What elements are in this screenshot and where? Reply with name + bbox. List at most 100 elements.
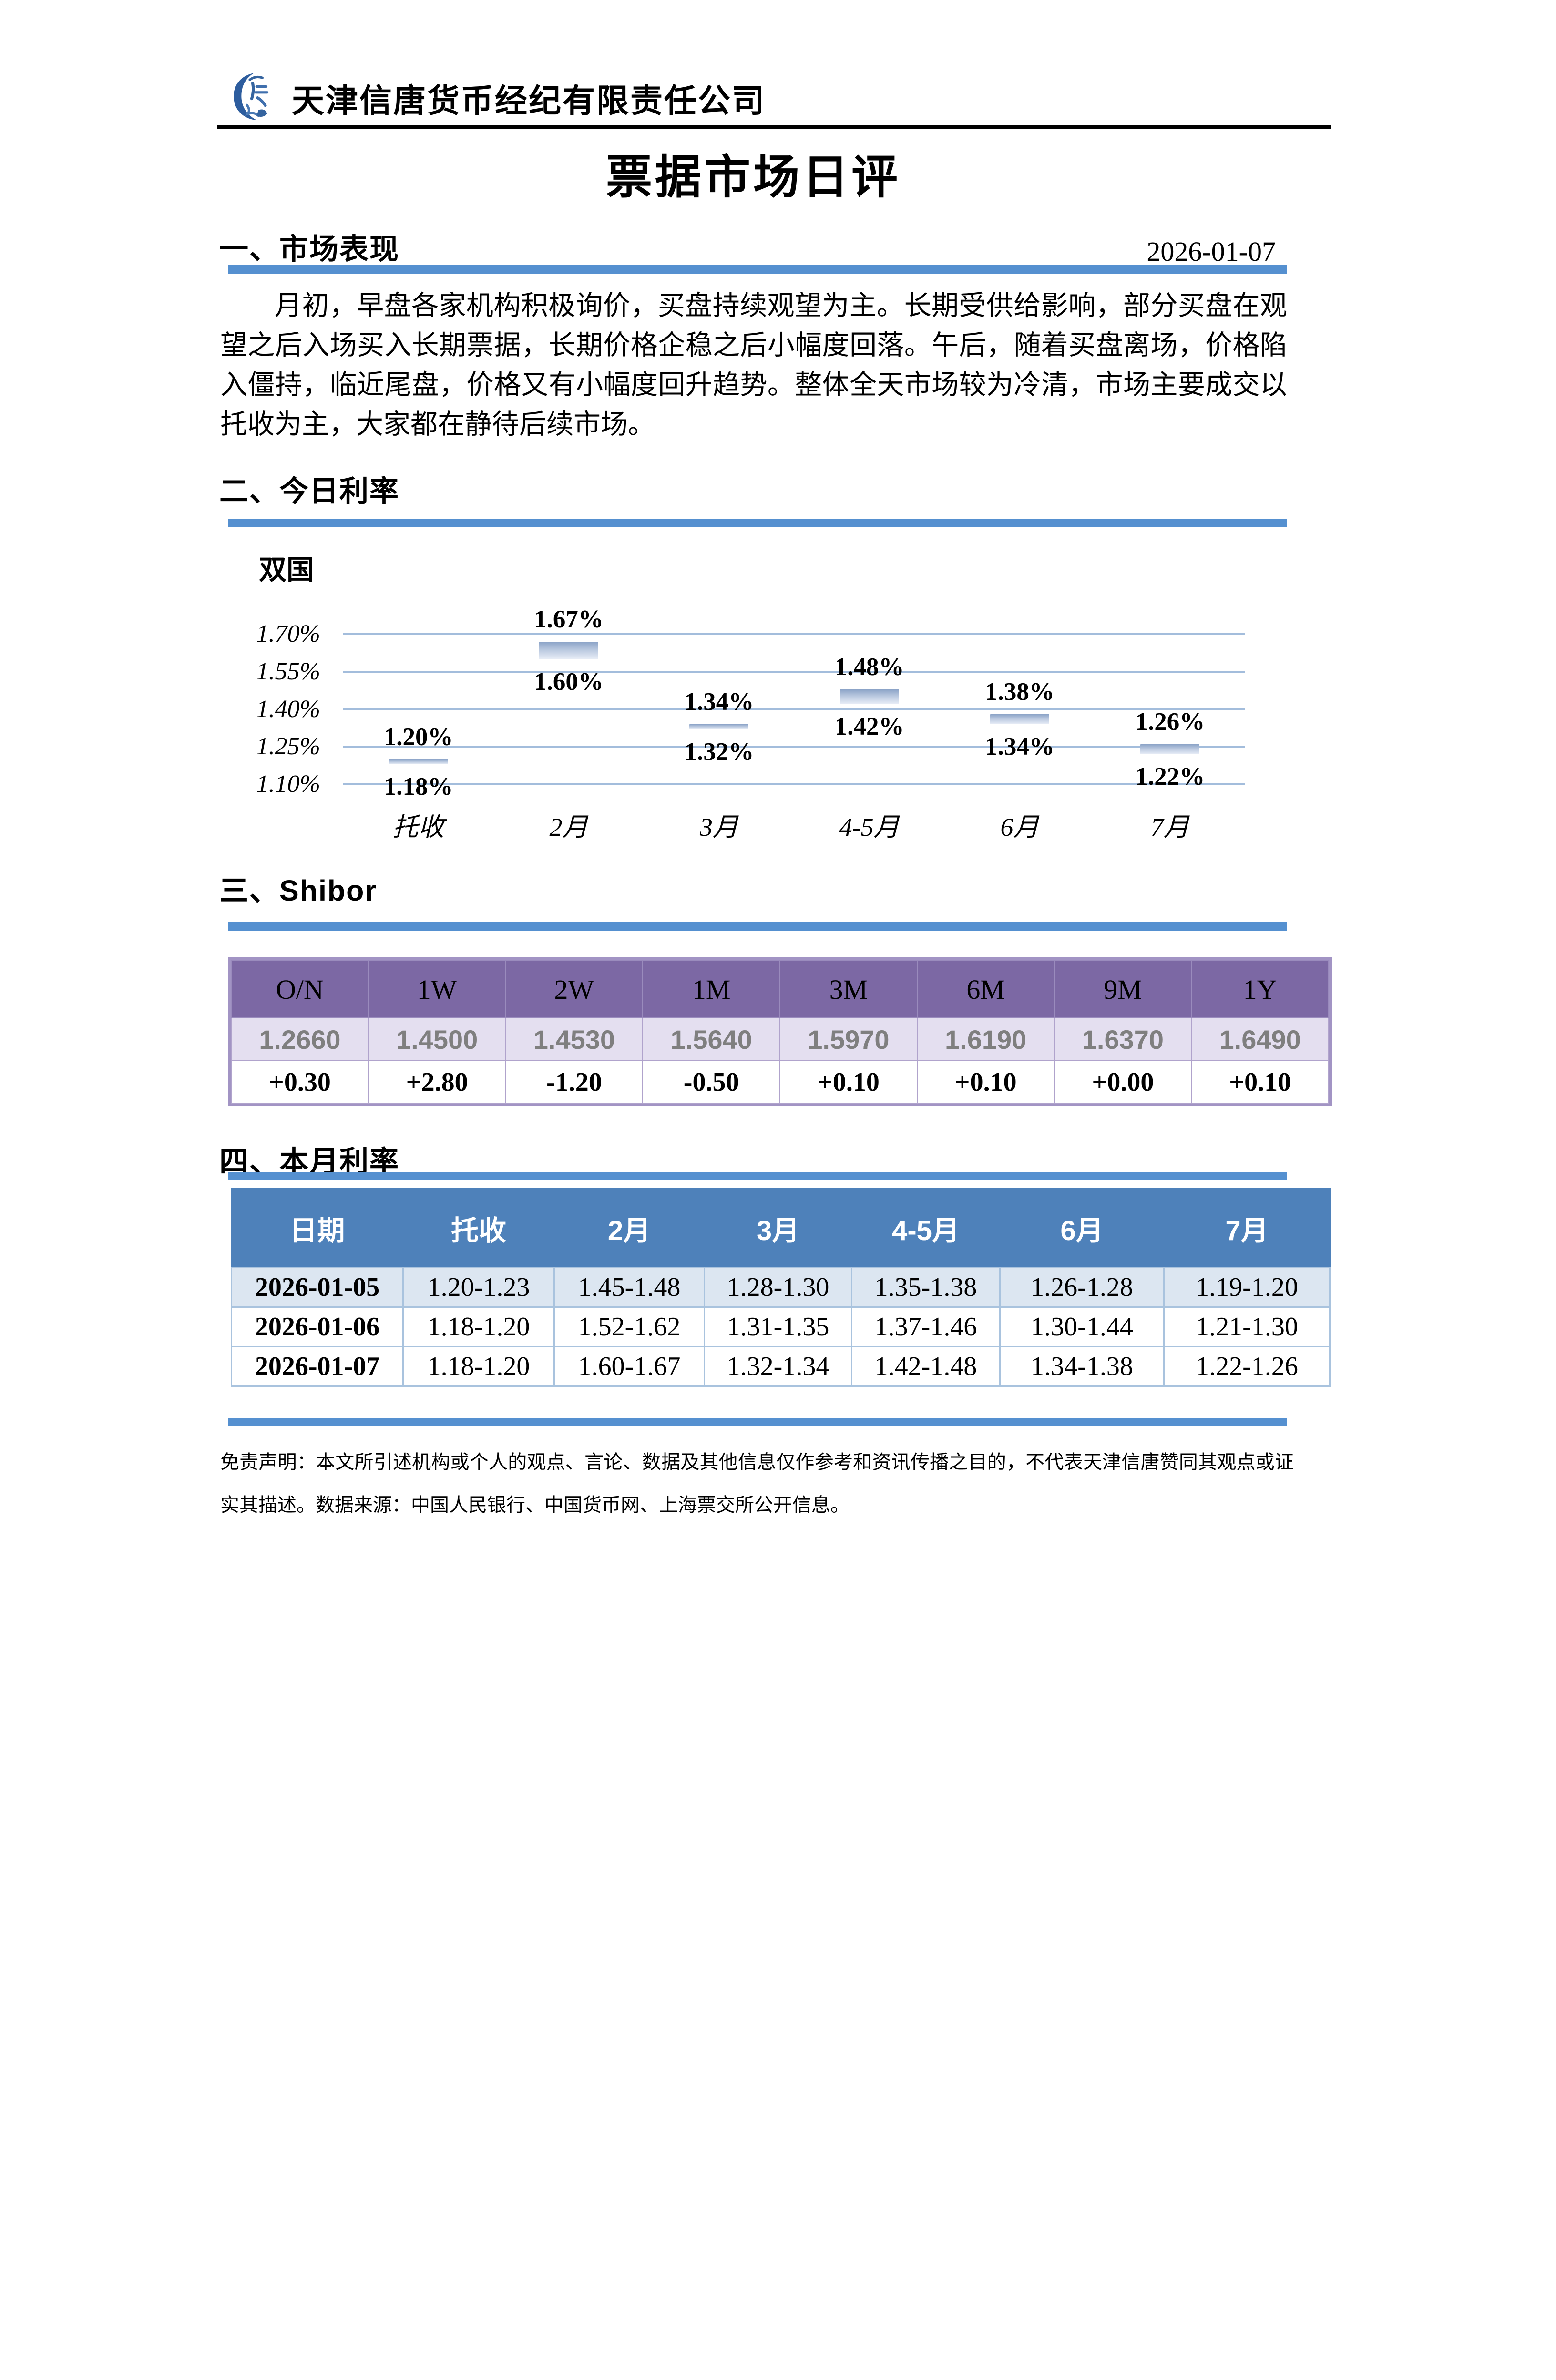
monthly-data-row: 2026-01-05 1.20-1.23 1.45-1.48 1.28-1.30 1.3…	[231, 1267, 1331, 1308]
monthly-rate-cell: 1.60-1.67	[553, 1346, 705, 1387]
monthly-rate-cell: 1.31-1.35	[704, 1306, 852, 1347]
chart-gridline	[343, 746, 1245, 748]
monthly-header-cell: 4-5月	[851, 1188, 1001, 1268]
y-axis-tick-label: 1.25%	[256, 733, 320, 760]
disclaimer-text: 免责声明：本文所引述机构或个人的观点、言论、数据及其他信息仅作参考和资讯传播之目…	[220, 1451, 1294, 1516]
bar-high-label: 1.20%	[383, 723, 453, 751]
monthly-header-cell: 托收	[402, 1188, 555, 1268]
shibor-tenor-header-cell: 3M	[779, 960, 918, 1018]
monthly-header-cell: 6月	[999, 1188, 1165, 1268]
monthly-header-cell: 2月	[553, 1188, 705, 1268]
monthly-rate-cell: 1.22-1.26	[1163, 1346, 1331, 1387]
monthly-rates-table: 日期 托收 2月 3月 4-5月 6月 7月 2026-01-05 1.20-1.23 1.45-…	[231, 1188, 1331, 1387]
monthly-date-cell: 2026-01-05	[231, 1267, 404, 1308]
shibor-change-value-cell: -0.50	[642, 1060, 780, 1104]
monthly-rate-cell: 1.21-1.30	[1163, 1306, 1331, 1347]
monthly-rate-cell: 1.26-1.28	[999, 1267, 1165, 1308]
bar-high-label: 1.48%	[834, 653, 904, 681]
monthly-data-row: 2026-01-07 1.18-1.20 1.60-1.67 1.32-1.34 1.4…	[231, 1346, 1331, 1387]
bar-high-label: 1.67%	[534, 605, 604, 633]
monthly-header-cell: 7月	[1163, 1188, 1331, 1268]
range-bar	[839, 689, 899, 704]
y-axis-tick-label: 1.70%	[256, 620, 320, 647]
range-bar	[1140, 744, 1200, 754]
shibor-rate-value-cell: 1.4500	[368, 1017, 506, 1061]
monthly-rate-cell: 1.45-1.48	[553, 1267, 705, 1308]
monthly-header-cell: 3月	[704, 1188, 852, 1268]
chart-gridline	[343, 783, 1245, 785]
section1-divider	[228, 265, 1287, 274]
section1-header-row: 一、市场表现 2026-01-07	[219, 225, 1287, 267]
page-title: 票据市场日评	[606, 151, 901, 203]
bar-high-label: 1.34%	[684, 688, 754, 716]
rate-range-chart: 双国 1.70% 1.55% 1.40% 1.25% 1.10% 1.20% 1.18% 托收…	[219, 539, 1287, 849]
bar-low-label: 1.32%	[684, 738, 754, 766]
shibor-rate-value: 1.2660 1.4500 1.4530 1.5640 1.5970 1.6190 1.63…	[231, 1017, 1329, 1061]
x-axis-category-label: 托收	[392, 813, 444, 841]
shibor-change-value-cell: +0.30	[231, 1060, 369, 1104]
monthly-rate-cell: 1.34-1.38	[999, 1346, 1165, 1387]
bar-low-label: 1.34%	[985, 733, 1054, 760]
section1-title: 一、市场表现	[219, 233, 400, 265]
shibor-tenor-header-cell: 1W	[368, 960, 506, 1018]
monthly-rate-cell: 1.37-1.46	[851, 1306, 1001, 1347]
company-logo-icon	[234, 73, 269, 120]
bar-low-label: 1.18%	[383, 773, 453, 800]
shibor-change-value-cell: +0.00	[1054, 1060, 1192, 1104]
shibor-rate-value-cell: 1.2660	[231, 1017, 369, 1061]
section3-header-row: 三、Shibor	[219, 867, 1287, 909]
company-name: 天津信唐货币经纪有限责任公司	[292, 83, 766, 119]
section3-divider	[228, 922, 1287, 931]
y-axis-tick-label: 1.55%	[256, 657, 320, 685]
shibor-change-value-cell: +0.10	[779, 1060, 918, 1104]
shibor-change-value-cell: -1.20	[505, 1060, 644, 1104]
monthly-rate-cell: 1.18-1.20	[402, 1346, 555, 1387]
shibor-tenor-header-cell: 1Y	[1191, 960, 1329, 1018]
y-axis-tick-label: 1.40%	[256, 695, 320, 723]
x-axis-category-label: 4-5月	[839, 813, 900, 841]
bar-high-label: 1.26%	[1135, 708, 1205, 736]
monthly-rate-cell: 1.19-1.20	[1163, 1267, 1331, 1308]
shibor-change-value-cell: +2.80	[368, 1060, 506, 1104]
monthly-rate-cell: 1.18-1.20	[402, 1306, 555, 1347]
market-commentary: 月初，早盘各家机构积极询价，买盘持续观望为主。长期受供给影响，部分买盘在观望之后…	[220, 291, 1287, 440]
monthly-rate-cell: 1.32-1.34	[704, 1346, 852, 1387]
shibor-table-border	[228, 957, 1332, 1106]
monthly-date-cell: 2026-01-07	[231, 1346, 404, 1387]
section2-title: 二、今日利率	[219, 475, 400, 507]
bar-low-label: 1.22%	[1135, 763, 1205, 790]
bar-low-label: 1.42%	[834, 713, 904, 740]
section3-title-num: 三、	[219, 874, 280, 907]
x-axis-category-label: 6月	[1000, 813, 1039, 841]
shibor-rate-value-cell: 1.6490	[1191, 1017, 1329, 1061]
shibor-tenor-header-cell: 2W	[505, 960, 644, 1018]
monthly-header-cell: 日期	[231, 1188, 404, 1268]
shibor-rate-value-cell: 1.4530	[505, 1017, 644, 1061]
header-rule	[217, 125, 1331, 129]
monthly-data-row: 2026-01-06 1.18-1.20 1.52-1.62 1.31-1.35 1.3…	[231, 1306, 1331, 1347]
bar-low-label: 1.60%	[534, 667, 604, 696]
shibor-tenor-header-cell: 1M	[642, 960, 780, 1018]
shibor-rate-value-cell: 1.5970	[779, 1017, 918, 1061]
report-date: 2026-01-07	[1147, 236, 1276, 267]
section2-header-row: 二、今日利率	[219, 467, 1287, 510]
range-bar	[389, 759, 448, 764]
bar-high-label: 1.38%	[985, 678, 1054, 706]
monthly-rate-cell: 1.52-1.62	[553, 1306, 705, 1347]
chart-title: 双国	[259, 554, 315, 585]
monthly-rate-cell: 1.30-1.44	[999, 1306, 1165, 1347]
footer-divider	[228, 1418, 1287, 1426]
monthly-rate-cell: 1.42-1.48	[851, 1346, 1001, 1387]
y-axis-tick-label: 1.10%	[256, 770, 320, 798]
shibor-change-value-cell: +0.10	[916, 1060, 1055, 1104]
monthly-header-row: 日期 托收 2月 3月 4-5月 6月 7月	[231, 1188, 1331, 1268]
shibor-tenor-header-cell: 9M	[1054, 960, 1192, 1018]
section3-title-text: Shibor	[279, 874, 378, 907]
chart-gridline	[343, 670, 1245, 673]
monthly-rate-cell: 1.35-1.38	[851, 1267, 1001, 1308]
chart-gridline	[343, 708, 1245, 710]
range-bar	[990, 714, 1049, 724]
shibor-rate-value-cell: 1.6370	[1054, 1017, 1192, 1061]
shibor-change-value-cell: +0.10	[1191, 1060, 1329, 1104]
section3-title: 三、Shibor	[219, 867, 377, 909]
